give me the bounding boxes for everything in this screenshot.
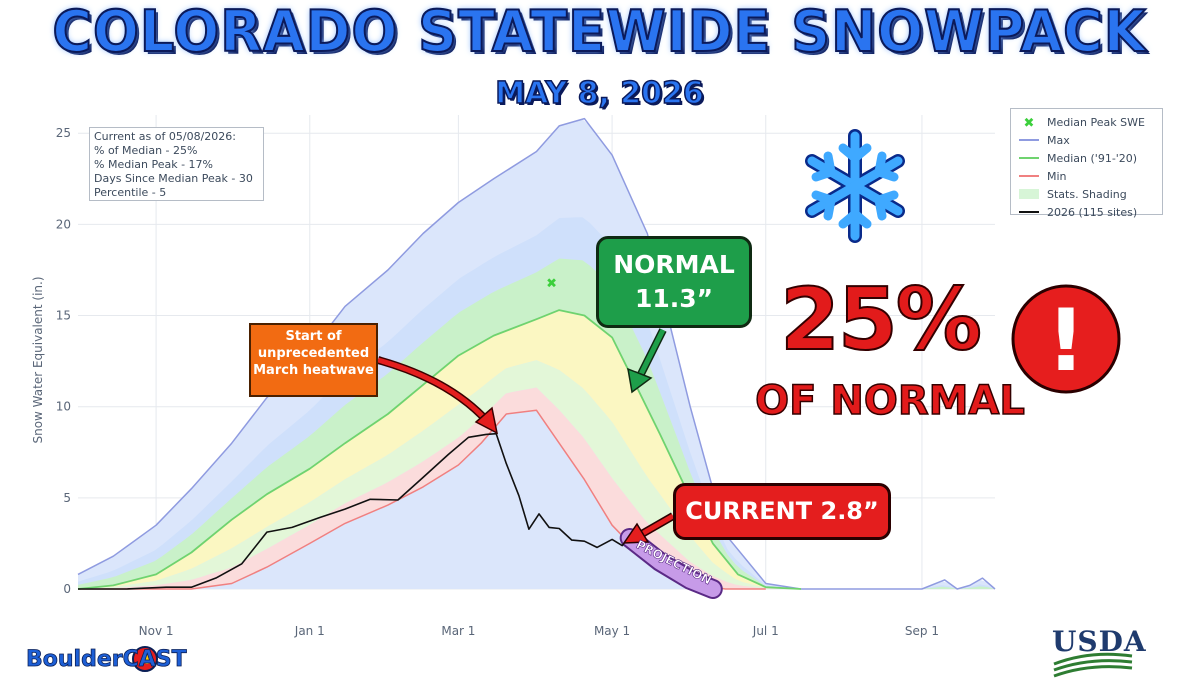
x-tick-label: May 1 (594, 624, 630, 638)
legend-label: Stats. Shading (1047, 187, 1127, 201)
y-tick-label: 15 (56, 309, 71, 323)
x-tick-label: Mar 1 (441, 624, 475, 638)
page-subtitle: MAY 8, 2026 (494, 75, 704, 112)
page-title: COLORADO STATEWIDE SNOWPACK (51, 0, 1147, 66)
legend-label: Median ('91-'20) (1047, 151, 1138, 165)
x-axis: Nov 1 Jan 1 Mar 1 May 1 Jul 1 Sep 1 (139, 624, 939, 638)
median-peak-marker: ✖ (546, 277, 557, 292)
info-line: Current as of 05/08/2026: (94, 130, 236, 143)
y-tick-label: 10 (56, 400, 71, 414)
heatwave-callout: Start of unprecedented March heatwave (249, 323, 378, 397)
legend-item-shading[interactable]: Stats. Shading (1017, 185, 1162, 203)
normal-arrow (627, 328, 667, 394)
bouldercast-logo: BoulderCAST (26, 647, 187, 673)
heatwave-line: Start of (285, 329, 342, 344)
normal-label: NORMAL (613, 250, 735, 279)
legend-label: Max (1047, 133, 1070, 147)
x-tick-label: Nov 1 (139, 624, 174, 638)
info-line: % of Median - 25% (94, 144, 198, 157)
usda-logo-icon (1053, 652, 1133, 678)
heatwave-line: March heatwave (253, 363, 374, 378)
y-tick-label: 20 (56, 217, 71, 231)
info-box: Current as of 05/08/2026: % of Median - … (89, 127, 264, 201)
current-2026-line (78, 432, 631, 590)
stats-shading (78, 119, 995, 589)
current-arrow (622, 512, 675, 544)
percent-of-normal: 25% (779, 269, 983, 371)
y-axis-label: Snow Water Equivalent (in.) (31, 276, 45, 443)
normal-callout: NORMAL 11.3” (596, 236, 752, 328)
legend-item-median[interactable]: Median ('91-'20) (1017, 149, 1162, 167)
chart-legend: ✖ Median Peak SWE Max Median ('91-'20) M… (1010, 108, 1163, 219)
y-tick-label: 0 (63, 582, 71, 596)
legend-label: Median Peak SWE (1047, 115, 1145, 129)
series-lines: ✖ (77, 117, 996, 599)
max-line (77, 117, 996, 590)
colorado-flag-icon (132, 646, 158, 672)
of-normal-label: OF NORMAL (754, 377, 1025, 425)
info-line: Percentile - 5 (94, 186, 167, 199)
x-tick-label: Sep 1 (905, 624, 939, 638)
legend-item-max[interactable]: Max (1017, 131, 1162, 149)
legend-item-min[interactable]: Min (1017, 167, 1162, 185)
band-above-median (78, 258, 995, 589)
heatwave-line: unprecedented (257, 346, 370, 361)
normal-value: 11.3” (634, 284, 714, 313)
snowflake-icon (805, 129, 905, 243)
heatwave-arrow (376, 356, 499, 435)
projection-band (621, 530, 721, 597)
svg-text:✖: ✖ (1024, 116, 1035, 129)
info-line: Days Since Median Peak - 30 (94, 172, 253, 185)
x-tick-label: Jan 1 (294, 624, 325, 638)
legend-item-2026[interactable]: 2026 (115 sites) (1017, 203, 1162, 221)
current-callout: CURRENT 2.8” (673, 483, 891, 540)
y-axis: 0 5 10 15 20 25 (56, 126, 71, 596)
y-tick-label: 25 (56, 126, 71, 140)
band-near-min (78, 387, 995, 589)
info-line: % Median Peak - 17% (94, 158, 213, 171)
y-tick-label: 5 (63, 491, 71, 505)
legend-item-median-peak[interactable]: ✖ Median Peak SWE (1017, 113, 1162, 132)
exclamation-icon: ! (1011, 284, 1121, 394)
legend-label: 2026 (115 sites) (1047, 205, 1138, 219)
x-tick-label: Jul 1 (752, 624, 779, 638)
exclamation-mark: ! (1046, 291, 1085, 391)
usda-logo: USDA (1052, 625, 1147, 658)
legend-label: Min (1047, 169, 1067, 183)
